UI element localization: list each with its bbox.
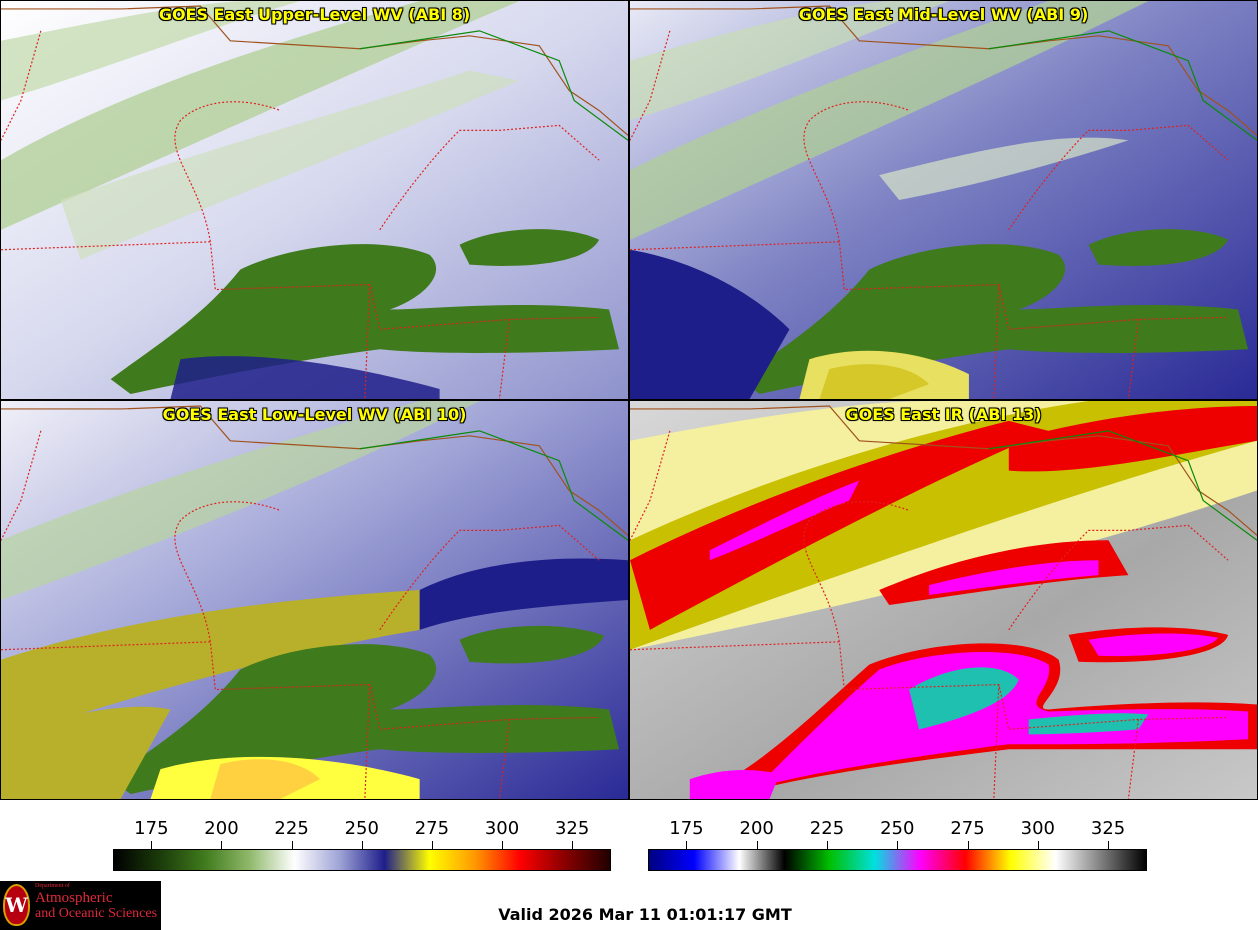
colorbar-tick-mark	[1037, 841, 1039, 849]
colorbar-tick-label: 275	[414, 818, 450, 839]
satellite-image-ir	[630, 401, 1257, 799]
colorbar-tick-mark	[291, 841, 293, 849]
colorbar-tick-mark	[431, 841, 433, 849]
logo-department: Department of	[35, 883, 70, 889]
satellite-image-upper-wv	[1, 1, 628, 399]
valid-time: Valid 2026 Mar 11 01:01:17 GMT	[498, 905, 792, 924]
colorbar-tick-label: 200	[739, 818, 774, 839]
colorbar-tick-mark	[361, 841, 363, 849]
colorbar-tick-mark	[502, 841, 504, 849]
colorbar-tick-mark	[756, 841, 758, 849]
panel-mid-level-wv: GOES East Mid-Level WV (ABI 9)	[629, 0, 1258, 400]
panel-title: GOES East Low-Level WV (ABI 10)	[162, 405, 467, 424]
colorbar-tick-mark	[686, 841, 688, 849]
logo-line2: and Oceanic Sciences	[35, 906, 158, 921]
colorbar-tick-mark	[1108, 841, 1110, 849]
panel-ir: GOES East IR (ABI 13)	[629, 400, 1258, 800]
colorbar-tick-mark	[967, 841, 969, 849]
colorbar-tick-label: 250	[344, 818, 379, 839]
colorbar-tick-mark	[221, 841, 223, 849]
colorbar-tick-mark	[826, 841, 828, 849]
colorbar-tick-label: 200	[204, 818, 239, 839]
colorbar-tick-label: 325	[1090, 818, 1126, 839]
colorbar-tick-label: 225	[809, 818, 845, 839]
colorbar-tick-label: 175	[669, 818, 704, 839]
colorbar-tick-mark	[572, 841, 574, 849]
logo-line1: Atmospheric	[35, 890, 113, 906]
satellite-image-low-wv	[1, 401, 628, 799]
colorbar-infrared	[648, 849, 1147, 871]
satellite-image-mid-wv	[630, 1, 1257, 399]
colorbar-tick-mark	[151, 841, 153, 849]
panel-title: GOES East Mid-Level WV (ABI 9)	[798, 5, 1089, 24]
uw-seal-icon: W	[3, 884, 30, 926]
panel-low-level-wv: GOES East Low-Level WV (ABI 10)	[0, 400, 629, 800]
panel-title: GOES East Upper-Level WV (ABI 8)	[158, 5, 471, 24]
colorbar-water-vapor	[113, 849, 611, 871]
aos-logo: W Department of Atmospheric and Oceanic …	[0, 881, 161, 930]
colorbar-tick-mark	[897, 841, 899, 849]
colorbar-tick-label: 225	[274, 818, 309, 839]
colorbar-tick-label: 325	[554, 818, 590, 839]
colorbar-tick-label: 300	[484, 818, 520, 839]
colorbar-tick-label: 250	[880, 818, 915, 839]
colorbar-tick-label: 175	[134, 818, 169, 839]
panel-title: GOES East IR (ABI 13)	[845, 405, 1042, 424]
colorbar-tick-label: 300	[1020, 818, 1055, 839]
panel-upper-level-wv: GOES East Upper-Level WV (ABI 8)	[0, 0, 629, 400]
colorbar-tick-label: 275	[950, 818, 985, 839]
